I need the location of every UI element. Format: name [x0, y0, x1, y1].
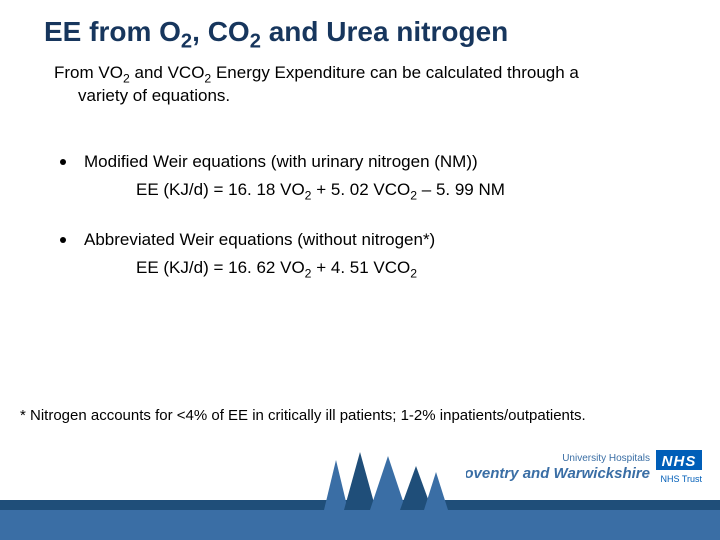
subscript: 2: [410, 266, 417, 280]
bullet-1-label: Modified Weir equations (with urinary ni…: [84, 152, 478, 171]
title-seg: , CO: [192, 16, 250, 47]
intro-seg: From VO: [54, 63, 123, 82]
eq-seg: EE (KJ/d) = 16. 62 VO: [136, 258, 305, 277]
footnote: * Nitrogen accounts for <4% of EE in cri…: [20, 407, 700, 424]
intro-line2: variety of equations.: [54, 85, 666, 108]
nhs-trust-label: NHS Trust: [660, 474, 702, 484]
intro-seg: and VCO: [130, 63, 205, 82]
subscript: 2: [250, 31, 261, 53]
equation-1: EE (KJ/d) = 16. 18 VO2 + 5. 02 VCO2 – 5.…: [60, 180, 660, 200]
title-seg: and Urea nitrogen: [261, 16, 508, 47]
logo-line1: University Hospitals: [562, 453, 650, 464]
eq-seg: + 5. 02 VCO: [311, 180, 410, 199]
slide-title: EE from O2, CO2 and Urea nitrogen: [44, 16, 508, 48]
slide: EE from O2, CO2 and Urea nitrogen From V…: [0, 0, 720, 540]
nhs-trust-logo: University Hospitals Coventry and Warwic…: [466, 450, 702, 496]
bullet-1: Modified Weir equations (with urinary ni…: [60, 152, 660, 172]
intro-seg: Energy Expenditure can be calculated thr…: [211, 63, 579, 82]
footer-band: [0, 510, 720, 540]
title-seg: EE from O: [44, 16, 181, 47]
eq-seg: – 5. 99 NM: [417, 180, 505, 199]
bullet-2-label: Abbreviated Weir equations (without nitr…: [84, 230, 435, 249]
eq-seg: + 4. 51 VCO: [311, 258, 410, 277]
equation-2: EE (KJ/d) = 16. 62 VO2 + 4. 51 VCO2: [60, 258, 660, 278]
intro-paragraph: From VO2 and VCO2 Energy Expenditure can…: [54, 62, 666, 108]
bullet-list: Modified Weir equations (with urinary ni…: [60, 152, 660, 308]
subscript: 2: [181, 31, 192, 53]
bullet-2: Abbreviated Weir equations (without nitr…: [60, 230, 660, 250]
logo-line2: Coventry and Warwickshire: [466, 465, 650, 482]
bullet-dot-icon: [60, 159, 66, 165]
spires-icon: [316, 452, 456, 510]
bullet-dot-icon: [60, 237, 66, 243]
eq-seg: EE (KJ/d) = 16. 18 VO: [136, 180, 305, 199]
subscript: 2: [123, 71, 130, 85]
nhs-text: NHS: [662, 453, 697, 470]
